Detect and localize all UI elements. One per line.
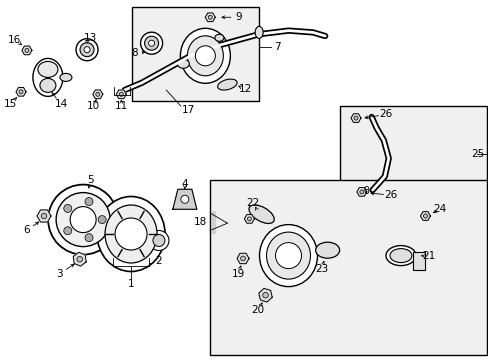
Polygon shape (350, 114, 360, 122)
Circle shape (149, 230, 168, 251)
Ellipse shape (40, 78, 56, 93)
Text: 16: 16 (8, 35, 21, 45)
Circle shape (247, 217, 251, 221)
Circle shape (19, 90, 23, 94)
Text: 3: 3 (56, 269, 63, 279)
Circle shape (208, 15, 212, 19)
Circle shape (240, 256, 245, 261)
Circle shape (76, 39, 98, 61)
Text: 5: 5 (87, 175, 94, 185)
Polygon shape (37, 210, 51, 222)
Circle shape (80, 43, 94, 57)
Circle shape (56, 193, 110, 247)
Circle shape (262, 292, 268, 298)
Polygon shape (356, 188, 366, 196)
Circle shape (48, 185, 118, 255)
Text: 25: 25 (470, 149, 484, 159)
Circle shape (181, 195, 188, 203)
Ellipse shape (248, 205, 274, 224)
Ellipse shape (105, 205, 157, 263)
Polygon shape (93, 90, 102, 99)
Text: 21: 21 (422, 251, 435, 261)
Polygon shape (244, 215, 254, 223)
Text: 12: 12 (238, 84, 252, 94)
Ellipse shape (180, 28, 230, 83)
Circle shape (353, 116, 357, 120)
Bar (210, 180, 486, 355)
Text: 10: 10 (86, 101, 99, 111)
Circle shape (63, 204, 72, 212)
Circle shape (141, 32, 162, 54)
Text: 19: 19 (231, 269, 244, 279)
Polygon shape (172, 189, 197, 209)
Polygon shape (258, 288, 272, 302)
Circle shape (148, 40, 154, 46)
Polygon shape (420, 212, 429, 220)
Text: 7: 7 (274, 42, 281, 52)
Ellipse shape (38, 62, 58, 77)
Ellipse shape (385, 246, 415, 266)
Ellipse shape (259, 225, 317, 287)
Ellipse shape (217, 79, 237, 90)
Text: 24: 24 (432, 204, 446, 214)
Text: 23: 23 (314, 264, 328, 274)
Circle shape (119, 92, 123, 96)
Text: 11: 11 (114, 101, 128, 111)
Ellipse shape (97, 197, 165, 271)
Circle shape (153, 234, 164, 247)
Ellipse shape (33, 58, 63, 96)
Text: 1: 1 (127, 279, 134, 289)
Circle shape (85, 234, 93, 242)
Bar (412, 252, 425, 270)
Bar (132, 7, 259, 101)
Text: 20: 20 (251, 305, 264, 315)
Text: 2: 2 (155, 256, 162, 266)
Circle shape (77, 256, 82, 262)
Text: 13: 13 (83, 33, 97, 43)
Circle shape (25, 48, 29, 53)
Polygon shape (205, 13, 215, 22)
Circle shape (275, 243, 301, 269)
Ellipse shape (255, 26, 263, 39)
Circle shape (41, 213, 47, 219)
Circle shape (85, 198, 93, 206)
Polygon shape (210, 211, 215, 233)
Circle shape (63, 227, 72, 235)
Ellipse shape (177, 59, 189, 68)
Ellipse shape (187, 36, 223, 76)
Text: θ: θ (363, 186, 369, 196)
Ellipse shape (389, 249, 411, 262)
Text: 22: 22 (246, 198, 260, 208)
Circle shape (359, 190, 363, 194)
Polygon shape (22, 46, 32, 55)
Text: 18: 18 (193, 217, 207, 228)
Text: 15: 15 (4, 99, 18, 109)
Text: 4: 4 (181, 179, 188, 189)
Circle shape (144, 36, 158, 50)
Polygon shape (73, 252, 86, 266)
Text: 26: 26 (379, 109, 392, 120)
Ellipse shape (315, 242, 339, 258)
Polygon shape (237, 253, 248, 264)
Text: 26: 26 (384, 190, 397, 200)
Polygon shape (116, 90, 126, 99)
Circle shape (96, 92, 100, 96)
Ellipse shape (266, 232, 310, 279)
Circle shape (423, 214, 427, 218)
Circle shape (195, 46, 215, 66)
Bar (339, 106, 486, 202)
Text: 8: 8 (131, 48, 138, 58)
Polygon shape (16, 87, 26, 96)
Circle shape (84, 47, 90, 53)
Circle shape (70, 207, 96, 233)
Ellipse shape (60, 73, 72, 81)
Circle shape (115, 218, 147, 250)
Circle shape (98, 216, 106, 224)
Ellipse shape (214, 34, 224, 41)
Text: 6: 6 (23, 225, 30, 235)
Text: 17: 17 (181, 105, 195, 115)
Text: 14: 14 (54, 99, 68, 109)
Text: 9: 9 (235, 12, 242, 22)
